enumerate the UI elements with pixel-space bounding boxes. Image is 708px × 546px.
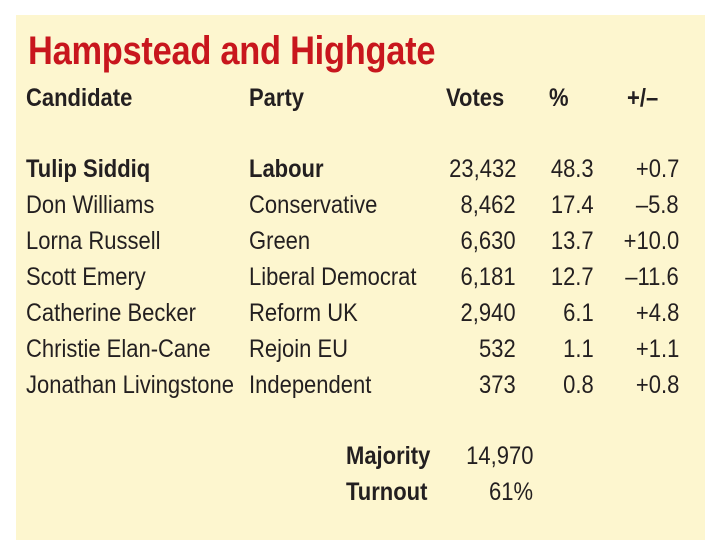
candidate-party: Green — [249, 227, 311, 255]
candidate-name: Don Williams — [26, 191, 155, 219]
header-change: +/– — [627, 84, 659, 112]
candidate-party: Conservative — [249, 191, 378, 219]
candidate-votes: 532 — [479, 335, 516, 363]
turnout-value: 61% — [488, 478, 533, 506]
candidate-name: Jonathan Livingstone — [26, 371, 234, 399]
candidate-percent: 6.1 — [563, 299, 594, 327]
candidate-party: Reform UK — [249, 299, 358, 327]
constituency-title: Hampstead and Highgate — [28, 29, 436, 73]
header-votes: Votes — [446, 84, 505, 112]
candidate-party: Liberal Democrat — [249, 263, 417, 291]
candidate-percent: 12.7 — [551, 263, 594, 291]
majority-label: Majority — [346, 442, 431, 470]
candidate-name: Lorna Russell — [26, 227, 161, 255]
candidate-votes: 23,432 — [448, 155, 516, 183]
candidate-percent: 0.8 — [563, 371, 594, 399]
candidate-change: +4.8 — [635, 299, 679, 327]
candidate-votes: 2,940 — [460, 299, 516, 327]
turnout-label: Turnout — [346, 478, 428, 506]
candidate-percent: 1.1 — [563, 335, 594, 363]
candidate-votes: 8,462 — [460, 191, 516, 219]
header-candidate: Candidate — [26, 84, 133, 112]
candidate-percent: 13.7 — [551, 227, 594, 255]
candidate-party: Labour — [249, 155, 324, 183]
candidate-name: Christie Elan-Cane — [26, 335, 211, 363]
header-percent: % — [549, 84, 569, 112]
candidate-change: +0.7 — [635, 155, 679, 183]
majority-value: 14,970 — [465, 442, 533, 470]
candidate-change: +0.8 — [635, 371, 679, 399]
candidate-party: Rejoin EU — [249, 335, 349, 363]
candidate-change: +10.0 — [623, 227, 679, 255]
candidate-change: –11.6 — [625, 263, 679, 291]
candidate-percent: 17.4 — [551, 191, 594, 219]
header-party: Party — [249, 84, 305, 112]
candidate-change: +1.1 — [635, 335, 679, 363]
candidate-name: Scott Emery — [26, 263, 146, 291]
candidate-percent: 48.3 — [551, 155, 594, 183]
candidate-votes: 373 — [479, 371, 516, 399]
candidate-change: –5.8 — [636, 191, 679, 219]
candidate-votes: 6,630 — [460, 227, 516, 255]
results-panel: Hampstead and Highgate Candidate Party V… — [16, 15, 705, 540]
candidate-name: Tulip Siddiq — [26, 155, 151, 183]
candidate-name: Catherine Becker — [26, 299, 196, 327]
candidate-party: Independent — [249, 371, 372, 399]
candidate-votes: 6,181 — [460, 263, 516, 291]
